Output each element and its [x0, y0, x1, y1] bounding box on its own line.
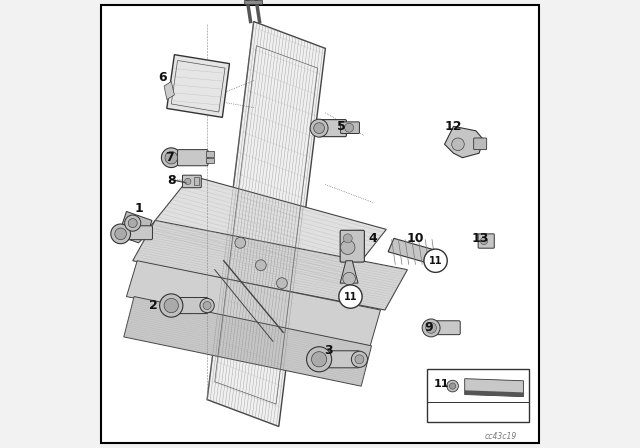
- FancyBboxPatch shape: [317, 120, 346, 137]
- Polygon shape: [445, 126, 484, 158]
- Polygon shape: [436, 252, 443, 265]
- Circle shape: [447, 380, 458, 392]
- FancyBboxPatch shape: [340, 230, 364, 262]
- Text: 3: 3: [324, 344, 332, 357]
- Polygon shape: [207, 22, 325, 426]
- Circle shape: [351, 351, 367, 367]
- Polygon shape: [340, 261, 358, 283]
- Polygon shape: [113, 225, 148, 243]
- Polygon shape: [124, 297, 371, 386]
- Text: 7: 7: [166, 151, 174, 164]
- Circle shape: [128, 219, 137, 228]
- Text: 2: 2: [149, 299, 157, 312]
- Circle shape: [339, 285, 362, 308]
- Circle shape: [340, 240, 355, 254]
- Text: 10: 10: [406, 232, 424, 245]
- Polygon shape: [122, 211, 152, 234]
- Circle shape: [422, 319, 440, 337]
- Circle shape: [344, 123, 354, 132]
- Circle shape: [165, 151, 177, 164]
- Circle shape: [161, 148, 181, 168]
- Text: 9: 9: [424, 321, 433, 335]
- FancyBboxPatch shape: [125, 226, 152, 240]
- Polygon shape: [127, 261, 380, 346]
- Text: 11: 11: [434, 379, 449, 389]
- Bar: [206, 151, 214, 157]
- Polygon shape: [465, 379, 524, 396]
- Circle shape: [111, 224, 131, 244]
- Circle shape: [452, 138, 464, 151]
- Text: 12: 12: [445, 120, 462, 133]
- Circle shape: [185, 178, 191, 185]
- Circle shape: [312, 352, 327, 367]
- Circle shape: [314, 123, 324, 134]
- Circle shape: [159, 294, 183, 317]
- FancyBboxPatch shape: [436, 321, 460, 335]
- Bar: [427, 369, 529, 422]
- Circle shape: [164, 298, 179, 313]
- Circle shape: [449, 383, 456, 389]
- Text: 11: 11: [344, 292, 357, 302]
- Polygon shape: [167, 55, 230, 117]
- Text: cc43c19: cc43c19: [485, 432, 517, 441]
- Circle shape: [310, 119, 328, 137]
- Circle shape: [481, 237, 488, 245]
- Polygon shape: [465, 390, 524, 396]
- Circle shape: [203, 302, 211, 310]
- Text: 1: 1: [134, 202, 143, 215]
- Circle shape: [343, 272, 355, 285]
- FancyBboxPatch shape: [474, 138, 486, 150]
- Circle shape: [426, 323, 436, 333]
- Polygon shape: [132, 220, 407, 310]
- FancyBboxPatch shape: [177, 150, 208, 166]
- Circle shape: [200, 298, 214, 313]
- Circle shape: [343, 234, 352, 243]
- Text: 13: 13: [472, 232, 489, 245]
- Text: 4: 4: [369, 232, 377, 245]
- Bar: [244, 0, 262, 4]
- Circle shape: [255, 260, 266, 271]
- Polygon shape: [145, 176, 387, 288]
- Circle shape: [115, 228, 127, 240]
- Circle shape: [355, 355, 364, 364]
- FancyBboxPatch shape: [478, 234, 494, 248]
- Circle shape: [307, 347, 332, 372]
- Bar: [194, 177, 199, 185]
- FancyBboxPatch shape: [179, 297, 207, 314]
- Circle shape: [125, 215, 141, 231]
- Text: 6: 6: [158, 70, 166, 84]
- FancyBboxPatch shape: [182, 175, 202, 188]
- Polygon shape: [388, 238, 441, 265]
- Text: 11: 11: [429, 256, 442, 266]
- Polygon shape: [164, 82, 174, 99]
- FancyBboxPatch shape: [340, 122, 360, 134]
- FancyBboxPatch shape: [328, 351, 360, 368]
- Text: 5: 5: [337, 120, 346, 133]
- Circle shape: [235, 237, 246, 248]
- Bar: [206, 158, 214, 163]
- Circle shape: [424, 249, 447, 272]
- Text: 8: 8: [167, 173, 175, 187]
- Circle shape: [276, 278, 287, 289]
